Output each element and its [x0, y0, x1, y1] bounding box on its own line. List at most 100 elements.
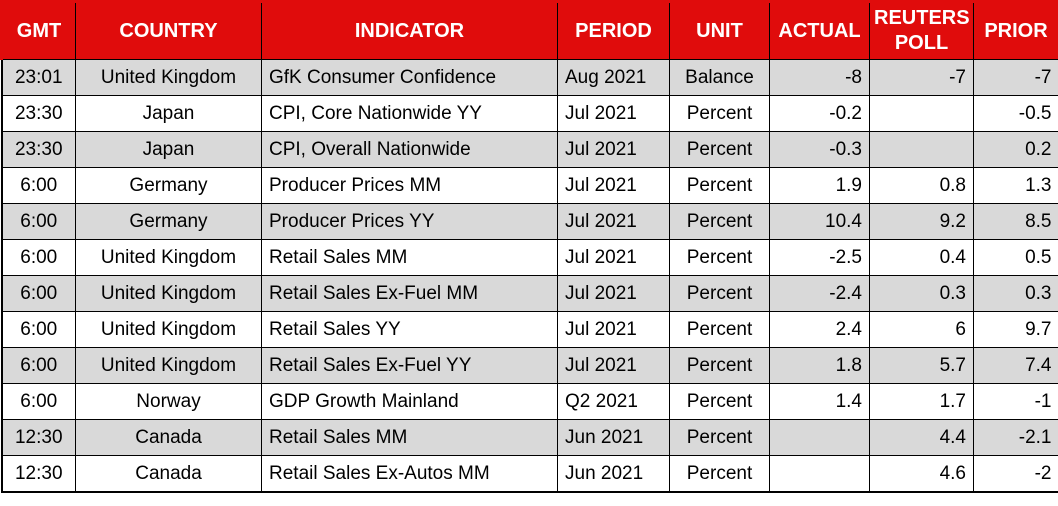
cell-prior: 8.5 [973, 203, 1058, 240]
cell-actual: -2.5 [769, 239, 870, 276]
cell-country: United Kingdom [75, 347, 262, 384]
table-row: 6:00 United Kingdom Retail Sales Ex-Fuel Y… [0, 347, 1058, 384]
table-header: GMT COUNTRY INDICATOR PERIOD UNIT ACTUAL REUTE… [0, 0, 1058, 60]
cell-indicator: Retail Sales Ex-Fuel YY [261, 347, 558, 384]
header-reuters_poll: REUTERS POLL [869, 0, 974, 60]
cell-period: Jun 2021 [557, 455, 670, 493]
cell-prior: -0.5 [973, 95, 1058, 132]
cell-indicator: Retail Sales MM [261, 239, 558, 276]
header-period: PERIOD [557, 0, 670, 60]
cell-gmt: 6:00 [0, 347, 76, 384]
cell-reuters_poll: 0.4 [869, 239, 974, 276]
cell-country: Norway [75, 383, 262, 420]
cell-indicator: Producer Prices YY [261, 203, 558, 240]
cell-prior: 0.5 [973, 239, 1058, 276]
cell-unit: Percent [669, 275, 770, 312]
cell-prior: -7 [973, 59, 1058, 96]
cell-actual: 10.4 [769, 203, 870, 240]
cell-reuters_poll: 0.8 [869, 167, 974, 204]
table-row: 6:00 United Kingdom Retail Sales Ex-Fuel M… [0, 275, 1058, 312]
cell-actual: 1.4 [769, 383, 870, 420]
cell-indicator: CPI, Core Nationwide YY [261, 95, 558, 132]
cell-indicator: GDP Growth Mainland [261, 383, 558, 420]
cell-country: Japan [75, 131, 262, 168]
cell-prior: 0.2 [973, 131, 1058, 168]
cell-period: Jul 2021 [557, 167, 670, 204]
cell-actual: 1.9 [769, 167, 870, 204]
header-prior: PRIOR [973, 0, 1058, 60]
cell-actual: 2.4 [769, 311, 870, 348]
table-row: 6:00 Germany Producer Prices YY Jul 2021 Per… [0, 203, 1058, 240]
cell-period: Jul 2021 [557, 347, 670, 384]
cell-unit: Percent [669, 95, 770, 132]
cell-reuters_poll: 9.2 [869, 203, 974, 240]
cell-gmt: 6:00 [0, 383, 76, 420]
header-actual: ACTUAL [769, 0, 870, 60]
cell-unit: Percent [669, 419, 770, 456]
cell-period: Jun 2021 [557, 419, 670, 456]
cell-indicator: CPI, Overall Nationwide [261, 131, 558, 168]
economic-calendar-table: GMT COUNTRY INDICATOR PERIOD UNIT ACTUAL REUTE… [0, 0, 1058, 493]
cell-prior: 9.7 [973, 311, 1058, 348]
cell-indicator: Producer Prices MM [261, 167, 558, 204]
table-row: 23:30 Japan CPI, Core Nationwide YY Jul 202… [0, 95, 1058, 132]
cell-prior: -2.1 [973, 419, 1058, 456]
cell-country: Japan [75, 95, 262, 132]
cell-country: United Kingdom [75, 239, 262, 276]
cell-prior: -1 [973, 383, 1058, 420]
table-row: 12:30 Canada Retail Sales MM Jun 2021 Percen… [0, 419, 1058, 456]
cell-unit: Balance [669, 59, 770, 96]
cell-gmt: 23:30 [0, 131, 76, 168]
cell-indicator: Retail Sales Ex-Fuel MM [261, 275, 558, 312]
cell-actual: -8 [769, 59, 870, 96]
table-body: 23:01 United Kingdom GfK Consumer Confiden… [0, 59, 1058, 493]
cell-gmt: 12:30 [0, 419, 76, 456]
cell-reuters_poll: 0.3 [869, 275, 974, 312]
cell-reuters_poll: 1.7 [869, 383, 974, 420]
cell-indicator: Retail Sales YY [261, 311, 558, 348]
cell-indicator: Retail Sales Ex-Autos MM [261, 455, 558, 493]
table-row: 23:01 United Kingdom GfK Consumer Confiden… [0, 59, 1058, 96]
cell-period: Jul 2021 [557, 95, 670, 132]
cell-country: United Kingdom [75, 59, 262, 96]
cell-gmt: 23:01 [0, 59, 76, 96]
cell-reuters_poll [869, 95, 974, 132]
cell-gmt: 12:30 [0, 455, 76, 493]
cell-unit: Percent [669, 131, 770, 168]
cell-period: Aug 2021 [557, 59, 670, 96]
cell-unit: Percent [669, 455, 770, 493]
header-unit: UNIT [669, 0, 770, 60]
cell-unit: Percent [669, 311, 770, 348]
cell-actual: -2.4 [769, 275, 870, 312]
cell-actual: 1.8 [769, 347, 870, 384]
cell-prior: -2 [973, 455, 1058, 493]
cell-reuters_poll: 4.6 [869, 455, 974, 493]
cell-reuters_poll: 6 [869, 311, 974, 348]
header-gmt: GMT [0, 0, 76, 60]
cell-unit: Percent [669, 203, 770, 240]
cell-gmt: 6:00 [0, 203, 76, 240]
cell-country: Germany [75, 203, 262, 240]
economic-calendar: GMT COUNTRY INDICATOR PERIOD UNIT ACTUAL REUTE… [0, 0, 1058, 493]
cell-country: United Kingdom [75, 275, 262, 312]
cell-reuters_poll: 4.4 [869, 419, 974, 456]
cell-indicator: GfK Consumer Confidence [261, 59, 558, 96]
table-row: 12:30 Canada Retail Sales Ex-Autos MM Jun 2… [0, 455, 1058, 493]
cell-country: Germany [75, 167, 262, 204]
cell-country: Canada [75, 419, 262, 456]
cell-period: Jul 2021 [557, 311, 670, 348]
cell-country: United Kingdom [75, 311, 262, 348]
table-row: 6:00 Germany Producer Prices MM Jul 2021 Per… [0, 167, 1058, 204]
cell-prior: 0.3 [973, 275, 1058, 312]
cell-unit: Percent [669, 347, 770, 384]
header-row: GMT COUNTRY INDICATOR PERIOD UNIT ACTUAL REUTE… [0, 0, 1058, 60]
cell-gmt: 23:30 [0, 95, 76, 132]
cell-period: Jul 2021 [557, 239, 670, 276]
table-row: 6:00 United Kingdom Retail Sales YY Jul 202… [0, 311, 1058, 348]
cell-period: Q2 2021 [557, 383, 670, 420]
cell-period: Jul 2021 [557, 275, 670, 312]
cell-unit: Percent [669, 167, 770, 204]
cell-country: Canada [75, 455, 262, 493]
cell-actual [769, 455, 870, 493]
cell-gmt: 6:00 [0, 275, 76, 312]
